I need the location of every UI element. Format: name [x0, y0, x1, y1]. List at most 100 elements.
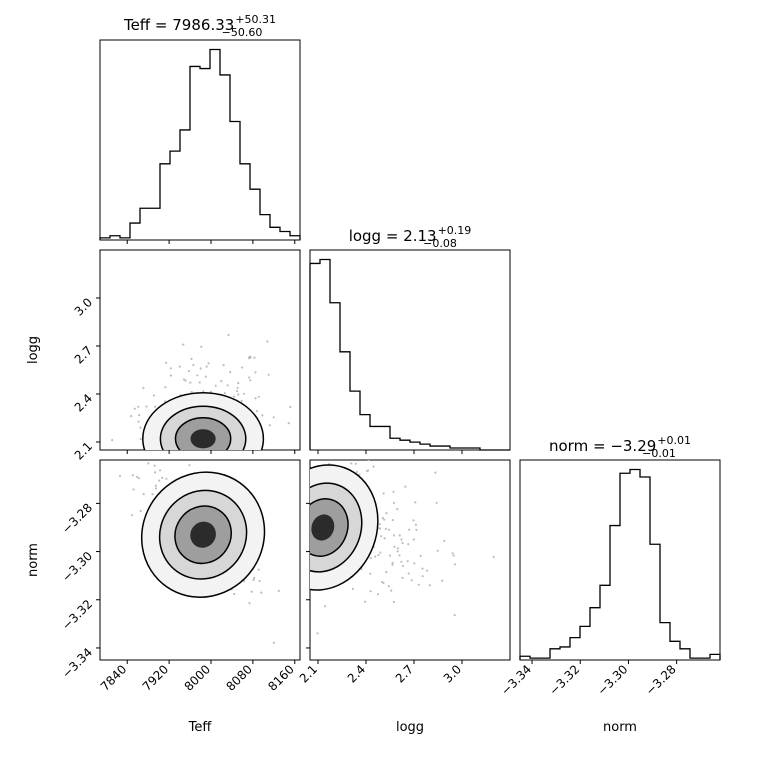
scatter-point [428, 584, 431, 587]
ylabel-logg: logg [26, 336, 41, 364]
scatter-point [247, 356, 251, 359]
scatter-point [441, 579, 444, 582]
title-teff: Teff = 7986.33+50.31 −50.60 [123, 13, 276, 39]
scatter-point [406, 560, 409, 563]
scatter-point [165, 477, 168, 480]
scatter-point [324, 605, 327, 608]
scatter-point [390, 589, 393, 592]
scatter-point [130, 415, 133, 418]
scatter-point [248, 376, 251, 379]
scatter-point [393, 545, 396, 548]
scatter-point [392, 501, 395, 505]
scatter-point [385, 511, 388, 515]
scatter-point [164, 386, 167, 389]
scatter-point [139, 509, 142, 513]
scatter-point [391, 561, 394, 565]
scatter-point [268, 424, 271, 427]
scatter-point [492, 555, 495, 559]
scatter-point [378, 523, 381, 526]
scatter-point [374, 555, 377, 558]
ylabel-norm: norm [26, 543, 41, 577]
scatter-point [401, 564, 405, 568]
scatter-point [257, 395, 260, 398]
scatter-point [426, 569, 429, 572]
scatter-point [396, 547, 399, 550]
scatter-point [421, 567, 424, 570]
scatter-point [204, 375, 207, 378]
scatter-point [354, 462, 357, 465]
scatter-point [236, 386, 239, 389]
scatter-point [453, 614, 456, 617]
scatter-point [145, 405, 148, 408]
scatter-point [383, 518, 386, 521]
histogram-teff [99, 48, 301, 240]
scatter-point [242, 392, 246, 395]
scatter-point [289, 405, 292, 409]
scatter-point [258, 579, 261, 583]
scatter-point [252, 578, 255, 582]
scatter-point [178, 365, 181, 368]
scatter-point [233, 593, 236, 596]
scatter-point [379, 551, 382, 554]
scatter-point [384, 527, 387, 531]
contour-line [310, 498, 349, 557]
scatter-point [111, 439, 114, 442]
scatter-point [261, 414, 264, 417]
xlabel-norm: norm [603, 720, 637, 735]
scatter-point [248, 602, 251, 605]
scatter-point [232, 395, 236, 398]
scatter-point [385, 571, 388, 574]
scatter-point [226, 384, 229, 387]
scatter-point [190, 391, 193, 394]
scatter-point [142, 493, 145, 496]
scatter-point [355, 470, 358, 474]
contour-line [310, 464, 379, 591]
scatter-point [169, 374, 172, 377]
contour-line [142, 391, 265, 450]
contour-line [140, 471, 266, 598]
panel-norm-vs-teff [118, 462, 280, 644]
scatter-point [396, 508, 399, 511]
scatter-point [253, 576, 256, 580]
scatter-point [382, 581, 385, 585]
histogram-norm [519, 468, 721, 660]
scatter-point [415, 528, 418, 532]
contour-line [159, 405, 247, 450]
scatter-point [254, 397, 257, 400]
histogram-logg [309, 258, 510, 451]
scatter-point [220, 380, 223, 383]
scatter-point [138, 414, 141, 417]
scatter-point [199, 367, 202, 370]
scatter-point [436, 549, 439, 552]
scatter-point [443, 539, 446, 543]
scatter-point [392, 490, 395, 493]
scatter-point [189, 381, 192, 384]
scatter-point [205, 365, 208, 368]
scatter-point [187, 369, 191, 373]
panel-frame-norm-teff [99, 459, 301, 661]
scatter-point [153, 405, 156, 408]
contour-line [310, 482, 363, 573]
scatter-point [227, 333, 230, 336]
contour-line [174, 416, 232, 450]
scatter-point [169, 367, 172, 370]
scatter-point [249, 356, 252, 359]
scatter-point [241, 366, 244, 369]
scatter-point [435, 501, 438, 504]
scatter-point [393, 534, 396, 537]
xlabel-teff: Teff [188, 720, 213, 735]
density-level [190, 429, 216, 449]
scatter-point [392, 600, 395, 604]
scatter-point [401, 541, 404, 545]
scatter-point [277, 589, 280, 593]
xlabel-logg: logg [396, 720, 424, 735]
scatter-point [161, 476, 164, 479]
scatter-point [182, 378, 186, 381]
scatter-point [414, 523, 417, 526]
panel-frame-teff-hist [99, 39, 301, 241]
contour-line [158, 489, 248, 580]
scatter-point [272, 416, 275, 419]
scatter-point [196, 374, 199, 377]
scatter-point [398, 554, 401, 557]
scatter-point [401, 576, 404, 580]
